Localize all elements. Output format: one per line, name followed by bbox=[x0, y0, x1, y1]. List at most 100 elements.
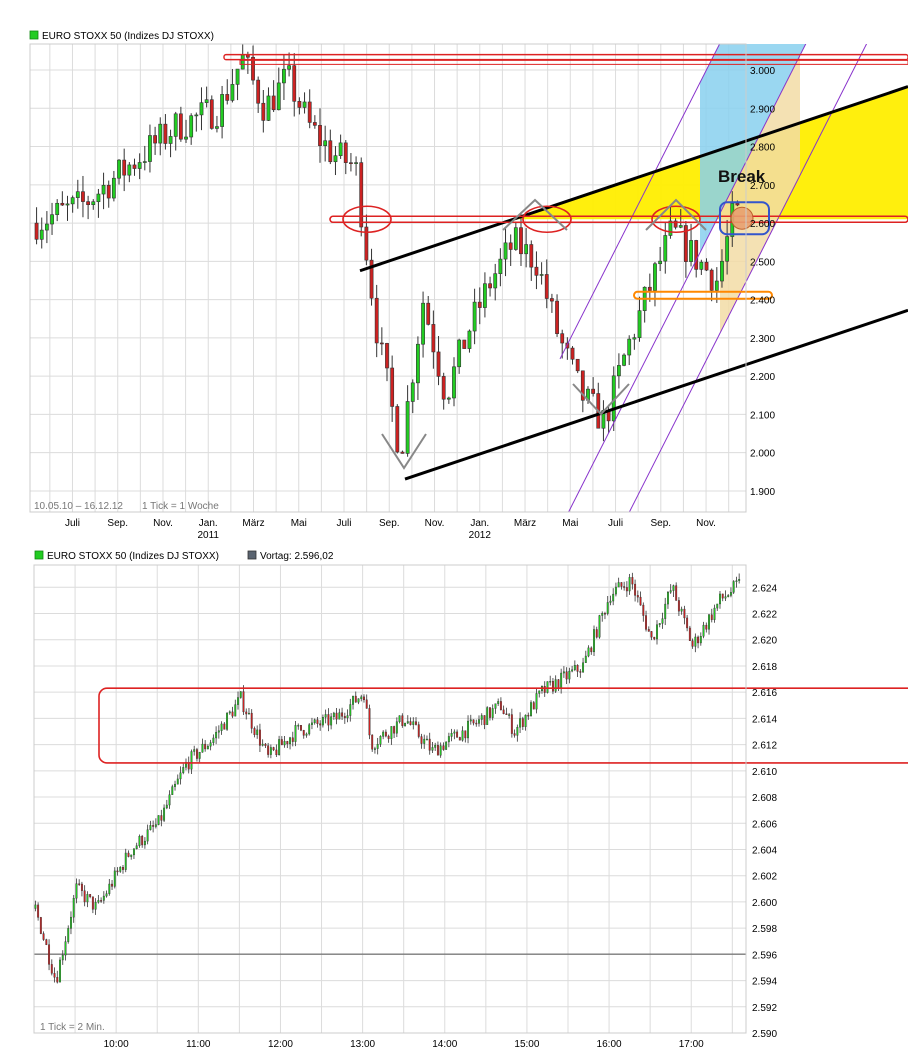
intraday-candle-body bbox=[428, 738, 431, 751]
weekly-candle-body bbox=[86, 201, 91, 205]
intraday-candle-body bbox=[461, 730, 464, 741]
intraday-candle-body bbox=[436, 744, 439, 756]
intraday-candle-body bbox=[604, 613, 606, 615]
intraday-candle-body bbox=[61, 954, 64, 961]
intraday-candle-body bbox=[168, 794, 171, 806]
intraday-candle-body bbox=[535, 693, 538, 710]
weekly-candle-body bbox=[431, 324, 436, 353]
intraday-candle-body bbox=[174, 783, 176, 787]
intraday-candle-body bbox=[242, 691, 245, 713]
weekly-candle-body bbox=[513, 227, 518, 250]
weekly-candle-body bbox=[658, 260, 663, 265]
weekly-x-tick-label: Jan. bbox=[470, 518, 489, 529]
weekly-candle-body bbox=[555, 300, 559, 334]
intraday-y-tick-label: 2.598 bbox=[752, 924, 777, 935]
weekly-candle-body bbox=[446, 397, 451, 400]
intraday-candle-body bbox=[409, 721, 412, 725]
intraday-candle-body bbox=[434, 744, 437, 748]
intraday-candle-body bbox=[705, 624, 708, 630]
intraday-candles bbox=[34, 572, 746, 984]
weekly-y-tick-label: 2.300 bbox=[750, 334, 775, 345]
intraday-candle-body bbox=[614, 586, 617, 595]
upper-trendline bbox=[359, 85, 908, 273]
weekly-candle-body bbox=[395, 406, 400, 453]
intraday-chart: EURO STOXX 50 (Indizes DJ STOXX) Vortag:… bbox=[33, 550, 908, 1048]
weekly-candle-body bbox=[271, 95, 276, 111]
intraday-candle-body bbox=[442, 745, 445, 750]
weekly-candle-body bbox=[498, 258, 503, 274]
intraday-candle-body bbox=[653, 636, 656, 640]
intraday-candle-body bbox=[50, 964, 53, 974]
intraday-candle-body bbox=[680, 608, 683, 612]
intraday-y-tick-label: 2.622 bbox=[752, 610, 777, 621]
weekly-y-tick-label: 2.500 bbox=[750, 257, 775, 268]
intraday-candle-body bbox=[146, 829, 149, 842]
intraday-candle-body bbox=[75, 883, 78, 899]
weekly-candle-body bbox=[735, 203, 740, 206]
intraday-candle-body bbox=[182, 767, 185, 774]
weekly-candle-body bbox=[44, 223, 49, 231]
intraday-candle-body bbox=[393, 726, 396, 734]
intraday-candle-body bbox=[226, 712, 229, 730]
weekly-candle-body bbox=[189, 115, 194, 138]
intraday-candle-body bbox=[617, 582, 620, 588]
intraday-candle-body bbox=[406, 721, 409, 724]
weekly-y-tick-label: 2.400 bbox=[750, 296, 775, 307]
weekly-candle-body bbox=[276, 82, 281, 111]
intraday-candle-body bbox=[483, 715, 486, 725]
intraday-candle-body bbox=[628, 577, 631, 592]
intraday-candle-body bbox=[551, 681, 554, 692]
weekly-candle-body bbox=[591, 388, 596, 394]
intraday-y-tick-label: 2.610 bbox=[752, 767, 777, 778]
intraday-candle-body bbox=[352, 695, 354, 705]
intraday-candle-body bbox=[37, 904, 40, 918]
intraday-candle-body bbox=[127, 852, 130, 857]
weekly-candle-body bbox=[663, 235, 668, 262]
weekly-candle-body bbox=[220, 94, 224, 127]
intraday-candle-body bbox=[667, 592, 669, 605]
intraday-candle-body bbox=[228, 711, 231, 714]
intraday-candle-body bbox=[67, 928, 70, 942]
weekly-candle-body bbox=[204, 99, 209, 103]
intraday-candle-body bbox=[658, 623, 661, 625]
weekly-y-tick-label: 2.100 bbox=[750, 410, 775, 421]
intraday-candle-body bbox=[165, 804, 168, 809]
intraday-candle-body bbox=[538, 690, 541, 694]
intraday-candle-body bbox=[122, 867, 124, 870]
intraday-candle-body bbox=[346, 715, 349, 719]
intraday-y-tick-label: 2.602 bbox=[752, 872, 777, 883]
intraday-candle-body bbox=[91, 896, 94, 910]
weekly-candle-body bbox=[493, 273, 498, 289]
intraday-candle-body bbox=[467, 720, 469, 739]
intraday-candle-body bbox=[732, 581, 735, 593]
top-v-marker bbox=[645, 198, 707, 231]
weekly-x-tick-label: Mai bbox=[562, 518, 578, 529]
intraday-candle-body bbox=[499, 701, 502, 711]
intraday-candle-body bbox=[721, 593, 724, 599]
intraday-candle-body bbox=[149, 825, 152, 830]
weekly-candle-body bbox=[503, 242, 508, 260]
intraday-x-tick-label: 12:00 bbox=[268, 1039, 293, 1048]
intraday-candle-body bbox=[672, 585, 675, 591]
intraday-candle-body bbox=[335, 712, 338, 720]
intraday-candle-body bbox=[321, 716, 324, 726]
intraday-candle-body bbox=[264, 743, 267, 746]
weekly-candle-body bbox=[580, 370, 585, 401]
weekly-x-tick-label: März bbox=[242, 518, 264, 529]
weekly-candle-body bbox=[215, 126, 219, 129]
intraday-candle-body bbox=[300, 725, 302, 731]
weekly-candle-body bbox=[699, 261, 704, 270]
weekly-annotations bbox=[223, 44, 908, 512]
weekly-candle-body bbox=[287, 65, 291, 70]
channel-line bbox=[568, 44, 807, 512]
weekly-candle-body bbox=[416, 343, 420, 384]
intraday-candle-body bbox=[302, 730, 305, 736]
intraday-candle-body bbox=[209, 742, 212, 747]
weekly-candle-body bbox=[575, 358, 580, 372]
weekly-candle-body bbox=[39, 229, 44, 240]
weekly-candle-body bbox=[529, 244, 534, 268]
intraday-candle-body bbox=[683, 608, 686, 619]
intraday-candle-body bbox=[133, 848, 135, 856]
intraday-legend: EURO STOXX 50 (Indizes DJ STOXX) Vortag:… bbox=[34, 550, 334, 562]
intraday-candle-body bbox=[661, 618, 664, 624]
